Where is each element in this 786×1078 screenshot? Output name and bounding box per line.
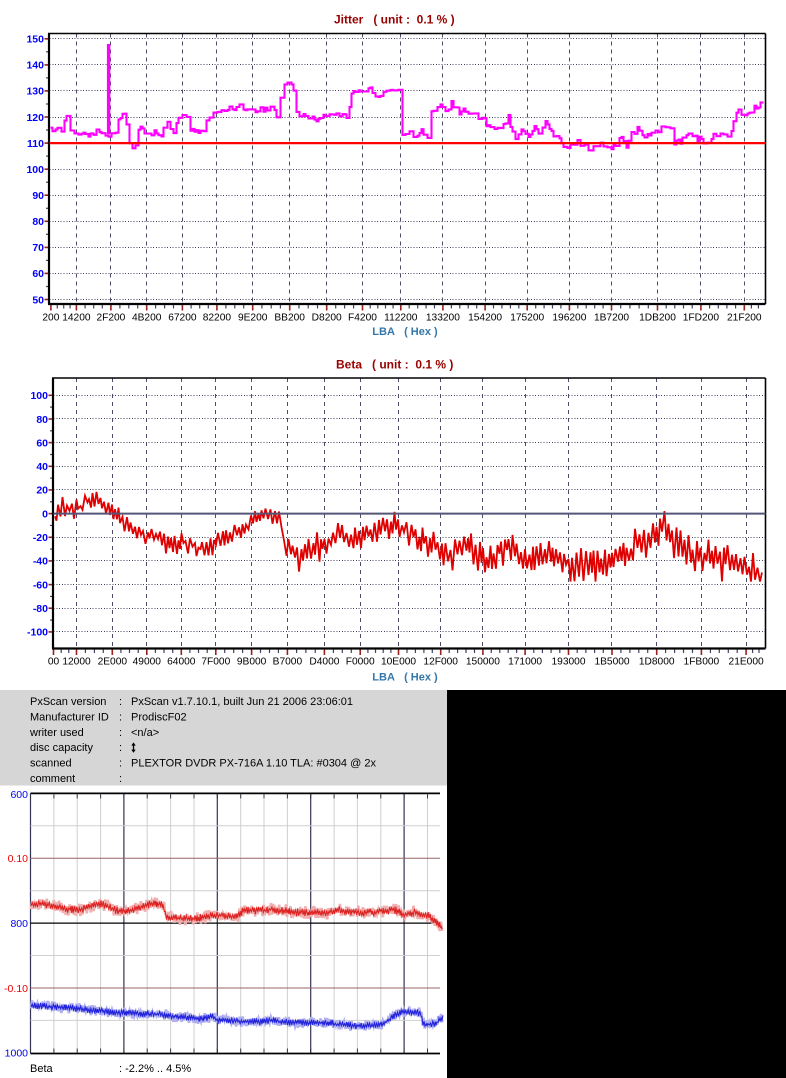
svg-text::: : (119, 742, 122, 754)
svg-text:133200: 133200 (426, 313, 460, 324)
svg-text:LBA ( Hex ): LBA ( Hex ) (372, 326, 438, 338)
svg-text:60: 60 (32, 268, 44, 280)
svg-text:49000: 49000 (133, 657, 162, 668)
svg-text:193000: 193000 (552, 657, 586, 668)
svg-text:disc capacity: disc capacity (30, 742, 93, 754)
svg-text:64000: 64000 (167, 657, 196, 668)
svg-text:171000: 171000 (508, 657, 542, 668)
svg-text:90: 90 (32, 190, 44, 202)
svg-text:PxScan v1.7.10.1, built Jun 21: PxScan v1.7.10.1, built Jun 21 2006 23:0… (131, 696, 353, 708)
svg-text:60: 60 (36, 437, 48, 449)
svg-text:scanned: scanned (30, 758, 72, 770)
svg-text:150: 150 (26, 34, 44, 46)
svg-text:196200: 196200 (552, 313, 586, 324)
svg-text:150000: 150000 (466, 657, 500, 668)
svg-text:100: 100 (26, 164, 44, 176)
svg-text::: : (119, 711, 122, 723)
svg-text:00: 00 (48, 657, 60, 668)
svg-text:80: 80 (36, 414, 48, 426)
svg-text:: -2.2% .. 4.5%: : -2.2% .. 4.5% (119, 1063, 191, 1075)
svg-text:B7000: B7000 (273, 657, 303, 668)
svg-text:1B5000: 1B5000 (594, 657, 629, 668)
svg-text:14200: 14200 (62, 313, 91, 324)
svg-text:110: 110 (27, 138, 44, 150)
svg-text:70: 70 (32, 242, 44, 254)
svg-text:Beta: Beta (30, 1063, 54, 1075)
svg-text:-40: -40 (33, 556, 48, 568)
svg-text:Manufacturer ID: Manufacturer ID (30, 711, 109, 723)
svg-text:-20: -20 (33, 532, 48, 544)
svg-text:80: 80 (32, 216, 44, 228)
svg-text:7F000: 7F000 (201, 657, 230, 668)
svg-text::: : (119, 758, 122, 770)
svg-text:Jitter ( unit : 0.1 % ): Jitter ( unit : 0.1 % ) (334, 13, 455, 27)
svg-text:D8200: D8200 (312, 313, 342, 324)
svg-text:200: 200 (42, 313, 59, 324)
svg-text:1FB000: 1FB000 (684, 657, 720, 668)
svg-text:175200: 175200 (510, 313, 544, 324)
svg-text:0: 0 (42, 508, 48, 520)
svg-text:<n/a>: <n/a> (131, 727, 159, 739)
svg-text:comment: comment (30, 773, 75, 785)
svg-text:1DB200: 1DB200 (639, 313, 676, 324)
svg-text:21E000: 21E000 (729, 657, 764, 668)
svg-text:1B7200: 1B7200 (594, 313, 629, 324)
svg-text:1FD200: 1FD200 (683, 313, 720, 324)
svg-text:67200: 67200 (168, 313, 197, 324)
svg-text:2E000: 2E000 (98, 657, 128, 668)
svg-text:154200: 154200 (468, 313, 502, 324)
svg-text:21F200: 21F200 (727, 313, 762, 324)
svg-text:1D8000: 1D8000 (639, 657, 675, 668)
svg-text:800: 800 (10, 918, 28, 930)
svg-text:2F200: 2F200 (96, 313, 125, 324)
svg-text:-60: -60 (33, 579, 48, 591)
svg-text:4B200: 4B200 (132, 313, 162, 324)
svg-text::: : (119, 773, 122, 785)
svg-text:10E000: 10E000 (381, 657, 416, 668)
svg-text:40: 40 (36, 461, 48, 473)
svg-text::: : (119, 696, 122, 708)
svg-text:9B000: 9B000 (237, 657, 267, 668)
svg-text:D4000: D4000 (309, 657, 339, 668)
svg-text:BB200: BB200 (274, 313, 305, 324)
svg-text:20: 20 (36, 485, 48, 497)
svg-text:50: 50 (32, 294, 44, 306)
svg-text:-100: -100 (27, 627, 48, 639)
svg-text:112200: 112200 (384, 313, 418, 324)
svg-text:600: 600 (10, 789, 28, 801)
svg-text:PLEXTOR DVDR PX-716A 1.10 TLA:: PLEXTOR DVDR PX-716A 1.10 TLA: #0304 @ 2… (131, 758, 376, 770)
svg-text:0.10: 0.10 (8, 853, 29, 865)
svg-text:Beta ( unit : 0.1 % ): Beta ( unit : 0.1 % ) (336, 358, 453, 372)
svg-text:82200: 82200 (203, 313, 232, 324)
svg-text:-0.10: -0.10 (4, 983, 28, 995)
svg-text:ProdiscF02: ProdiscF02 (131, 711, 187, 723)
svg-text:9E200: 9E200 (238, 313, 268, 324)
svg-text:12000: 12000 (62, 657, 91, 668)
svg-text::: : (119, 727, 122, 739)
svg-text:120: 120 (26, 112, 44, 124)
svg-text:LBA ( Hex ): LBA ( Hex ) (372, 672, 438, 684)
svg-text:F0000: F0000 (346, 657, 375, 668)
svg-text:-80: -80 (33, 603, 48, 615)
svg-text:130: 130 (26, 86, 44, 98)
svg-text:100: 100 (30, 390, 48, 402)
svg-text:PxScan version: PxScan version (30, 696, 106, 708)
svg-text:140: 140 (26, 60, 44, 72)
svg-text:12F000: 12F000 (423, 657, 458, 668)
svg-text:1000: 1000 (5, 1048, 29, 1060)
svg-text:writer used: writer used (29, 727, 84, 739)
svg-text:F4200: F4200 (348, 313, 377, 324)
